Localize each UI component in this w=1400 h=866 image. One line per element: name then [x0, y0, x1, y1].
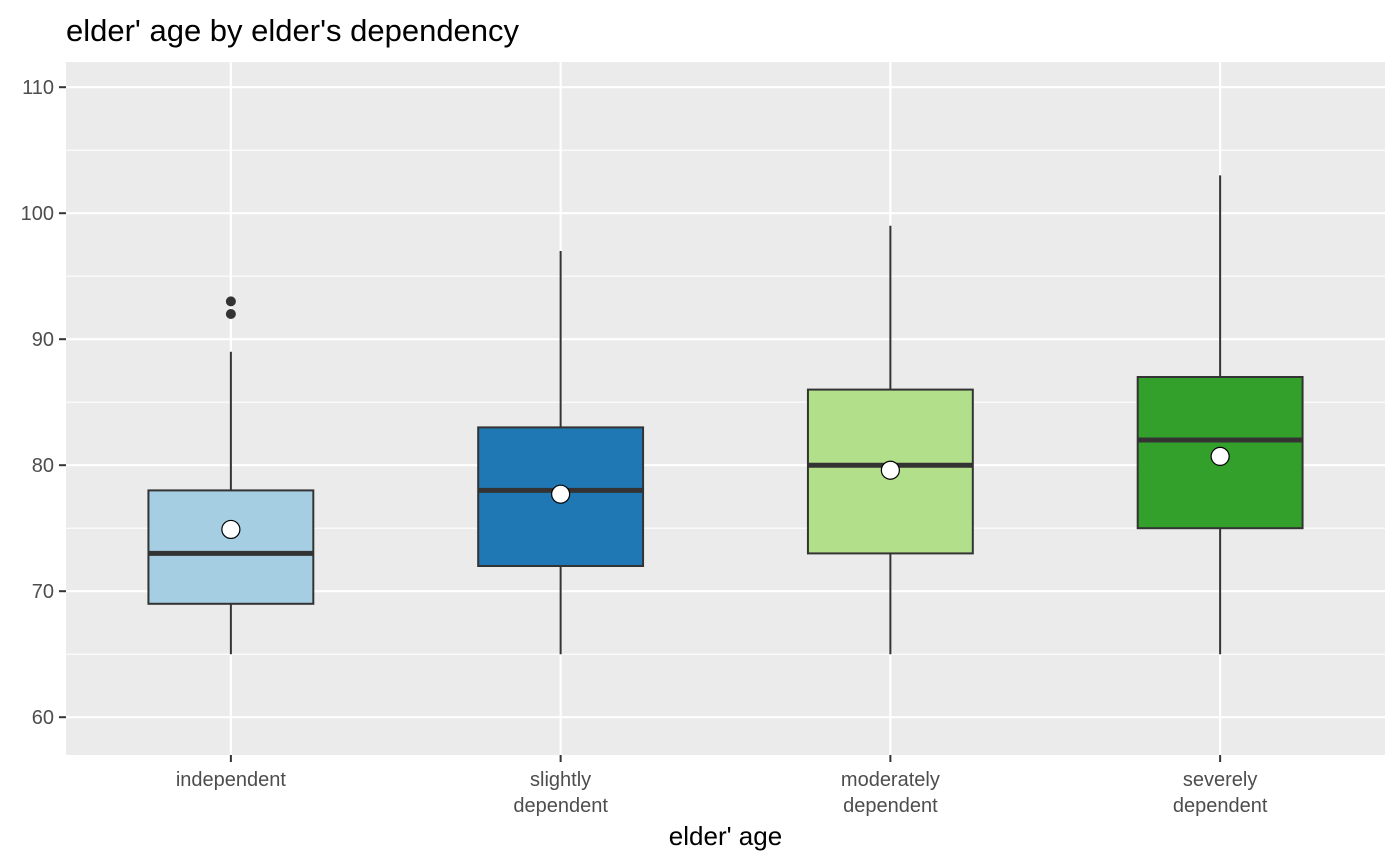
box-independent: [147, 296, 315, 655]
x-axis-title: elder' age: [669, 821, 782, 851]
mean-marker: [551, 484, 571, 504]
x-axis: independent slightly dependent moderately de…: [176, 755, 1268, 817]
box-moderately-dependent: [806, 225, 974, 655]
box-slightly-dependent: [477, 251, 645, 655]
x-tick-label: dependent: [513, 795, 608, 817]
mean-marker: [880, 460, 900, 480]
y-axis: 60 70 80 90 100 110: [21, 77, 66, 729]
x-tick-label: severely: [1183, 769, 1257, 791]
x-tick-label: dependent: [843, 795, 938, 817]
chart-title: elder' age by elder's dependency: [66, 13, 520, 48]
box-body: [1136, 376, 1304, 530]
y-tick-label: 100: [21, 203, 54, 225]
outlier-point: [225, 296, 236, 307]
y-tick-label: 70: [32, 581, 54, 603]
mean-marker: [1210, 446, 1230, 466]
outlier-point: [225, 309, 236, 319]
box-body: [147, 489, 315, 605]
y-tick-label: 60: [32, 707, 54, 729]
boxes: [147, 175, 1304, 655]
y-tick-label: 90: [32, 329, 54, 351]
box-severely-dependent: [1136, 175, 1304, 655]
x-tick-label: moderately: [841, 769, 940, 791]
y-tick-label: 110: [22, 77, 54, 99]
x-tick-label: slightly: [530, 769, 591, 791]
x-tick-label: independent: [176, 769, 287, 791]
x-tick-label: dependent: [1173, 795, 1268, 817]
mean-marker: [221, 519, 241, 540]
y-tick-label: 80: [32, 455, 54, 477]
